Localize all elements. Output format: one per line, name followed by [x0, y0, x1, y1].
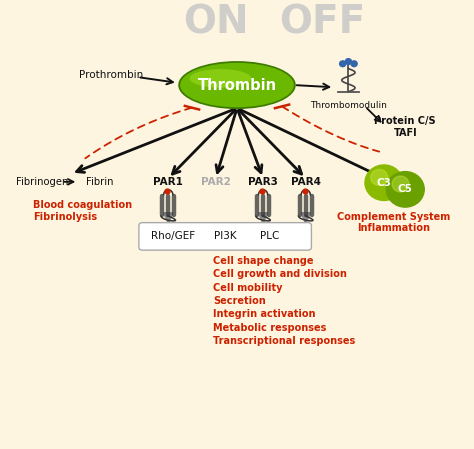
Circle shape	[371, 169, 388, 185]
Text: Cell mobility: Cell mobility	[213, 282, 283, 293]
Text: ON: ON	[183, 4, 248, 42]
Text: C3: C3	[376, 178, 392, 188]
Text: Blood coagulation
Fibrinolysis: Blood coagulation Fibrinolysis	[33, 200, 132, 222]
Ellipse shape	[178, 61, 296, 109]
Text: Cell growth and division: Cell growth and division	[213, 269, 347, 279]
Text: Cell shape change: Cell shape change	[213, 256, 314, 266]
Text: Prothrombin: Prothrombin	[79, 70, 144, 80]
Circle shape	[339, 61, 346, 66]
Circle shape	[345, 59, 352, 64]
Text: Complement System
Inflammation: Complement System Inflammation	[337, 211, 450, 233]
FancyBboxPatch shape	[139, 223, 311, 250]
Text: Thrombin: Thrombin	[198, 78, 276, 92]
Ellipse shape	[190, 69, 251, 88]
Text: PLC: PLC	[261, 231, 280, 242]
Text: Rho/GEF: Rho/GEF	[151, 231, 195, 242]
Circle shape	[392, 176, 409, 192]
Text: PAR1: PAR1	[153, 177, 183, 187]
Text: Transcriptional responses: Transcriptional responses	[213, 336, 356, 346]
Text: PAR3: PAR3	[248, 177, 278, 187]
Circle shape	[386, 172, 424, 207]
Text: PAR4: PAR4	[291, 177, 321, 187]
Text: Integrin activation: Integrin activation	[213, 309, 316, 319]
Text: Fibrinogen: Fibrinogen	[17, 177, 69, 187]
Text: Protein C/S
TAFI: Protein C/S TAFI	[374, 116, 436, 138]
Text: PAR2: PAR2	[201, 177, 231, 187]
Text: PI3K: PI3K	[214, 231, 237, 242]
Text: Secretion: Secretion	[213, 296, 266, 306]
Circle shape	[365, 165, 403, 200]
Circle shape	[351, 61, 357, 66]
Text: OFF: OFF	[279, 4, 365, 42]
Text: Fibrin: Fibrin	[86, 177, 113, 187]
Ellipse shape	[180, 63, 294, 107]
Text: Thrombomodulin: Thrombomodulin	[310, 101, 387, 110]
Text: C5: C5	[398, 185, 413, 194]
Text: Metabolic responses: Metabolic responses	[213, 322, 327, 333]
